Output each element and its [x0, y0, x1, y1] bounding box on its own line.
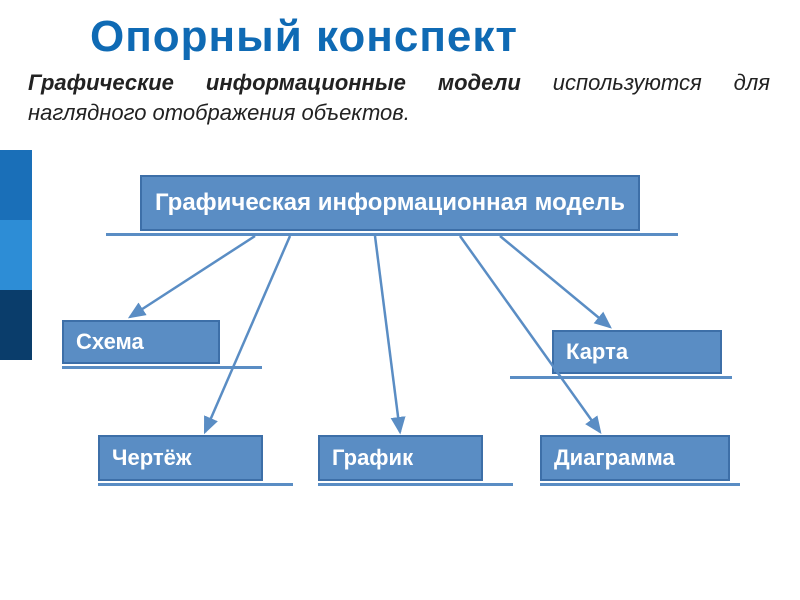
node-underline	[540, 483, 740, 486]
node-label: Диаграмма	[554, 445, 675, 471]
arrow-edge	[500, 236, 610, 327]
node-underline	[510, 376, 732, 379]
subtitle-text: Графические информационные модели исполь…	[28, 68, 770, 127]
node-label: Схема	[76, 329, 144, 355]
diagram-root-node: Графическая информационная модель	[140, 175, 640, 231]
stripe-segment	[0, 150, 32, 220]
page-title: Опорный конспект	[90, 12, 518, 62]
decorative-stripe	[0, 150, 32, 360]
node-label: Чертёж	[112, 445, 191, 471]
subtitle-bold: Графические информационные модели	[28, 70, 521, 95]
stripe-segment	[0, 290, 32, 360]
diagram-node-karta: Карта	[552, 330, 722, 374]
node-label: График	[332, 445, 413, 471]
diagram-node-diagramma: Диаграмма	[540, 435, 730, 481]
node-label: Карта	[566, 339, 628, 365]
node-underline	[62, 366, 262, 369]
diagram-node-schema: Схема	[62, 320, 220, 364]
root-label: Графическая информационная модель	[155, 189, 625, 217]
diagram-node-grafik: График	[318, 435, 483, 481]
diagram-node-chertezh: Чертёж	[98, 435, 263, 481]
arrow-edge	[130, 236, 255, 317]
node-underline	[318, 483, 513, 486]
arrow-edge	[375, 236, 400, 432]
stripe-segment	[0, 220, 32, 290]
node-underline	[98, 483, 293, 486]
node-underline	[106, 233, 678, 236]
